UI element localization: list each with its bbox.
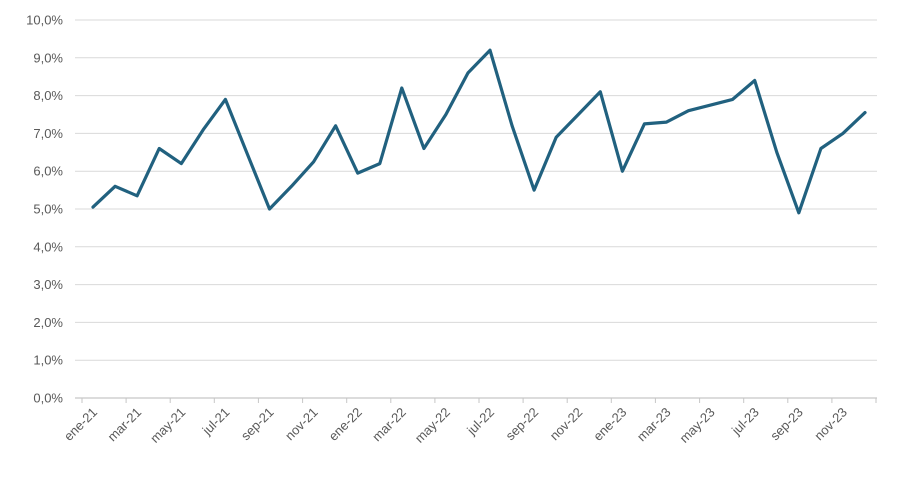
x-axis (75, 397, 877, 403)
x-axis-tick-label: nov-21 (282, 405, 321, 444)
y-axis-tick-label: 3,0% (33, 277, 63, 292)
x-axis-tick-label: sep-21 (238, 405, 277, 444)
x-axis-tick-label: mar-22 (369, 405, 409, 445)
y-axis-tick-label: 6,0% (33, 164, 63, 179)
y-axis-tick-label: 4,0% (33, 239, 63, 254)
y-axis-tick-label: 7,0% (33, 126, 63, 141)
x-axis-tick-label: jul-21 (199, 405, 233, 439)
y-axis-tick-labels: 0,0% 1,0% 2,0% 3,0% 4,0% 5,0% 6,0% 7,0% 8,0% 9,0%… (26, 13, 63, 406)
y-axis-tick-label: 0,0% (33, 391, 63, 406)
y-axis-tick-label: 2,0% (33, 315, 63, 330)
y-axis-tick-label: 5,0% (33, 202, 63, 217)
x-axis-tick-label: may-23 (676, 405, 717, 446)
x-axis-tick-label: nov-23 (811, 405, 850, 444)
data-series (91, 48, 867, 215)
y-axis-tick-label: 10,0% (26, 13, 63, 28)
x-axis-tick-label: jul-22 (463, 405, 497, 439)
x-axis-tick-label: mar-21 (104, 405, 144, 445)
x-axis-tick-label: ene-23 (590, 405, 629, 444)
x-axis-tick-label: ene-22 (326, 405, 365, 444)
x-axis-tick-label: jul-23 (728, 405, 762, 439)
x-axis-tick-label: sep-22 (503, 405, 542, 444)
series-line (91, 48, 867, 215)
x-axis-tick-label: may-21 (147, 405, 188, 446)
gridlines (75, 19, 877, 361)
y-axis-tick-label: 8,0% (33, 88, 63, 103)
y-axis-tick-label: 9,0% (33, 50, 63, 65)
x-axis-tick-label: mar-23 (634, 405, 674, 445)
y-axis-tick-label: 1,0% (33, 353, 63, 368)
x-axis-tick-label: nov-22 (547, 405, 586, 444)
x-axis-tick-label: ene-21 (61, 405, 100, 444)
x-axis-tick-label: sep-23 (767, 405, 806, 444)
x-axis-tick-labels: ene-21 mar-21 may-21 jul-21 sep-21 nov-21 ene-… (61, 405, 850, 446)
x-axis-tick-label: may-22 (412, 405, 453, 446)
